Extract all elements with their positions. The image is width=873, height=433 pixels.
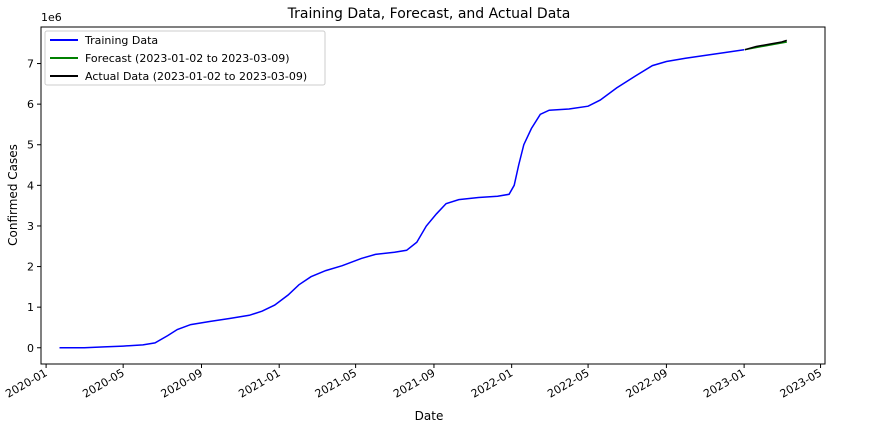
legend-label-0: Training Data (84, 34, 158, 47)
x-tick-label: 2022-01 (469, 366, 515, 400)
x-tick-label: 2022-09 (624, 366, 670, 400)
y-axis-label: Confirmed Cases (6, 144, 20, 246)
x-tick-label: 2023-05 (778, 366, 824, 400)
y-tick-label: 7 (27, 58, 34, 71)
series-layer (59, 39, 788, 349)
legend: Training Data Forecast (2023-01-02 to 202… (44, 30, 326, 86)
y-tick-label: 6 (27, 98, 34, 111)
legend-label-2: Actual Data (2023-01-02 to 2023-03-09) (85, 70, 307, 83)
y-axis-offset-label: 1e6 (41, 11, 62, 24)
series-line-2 (744, 39, 788, 51)
legend-label-1: Forecast (2023-01-02 to 2023-03-09) (85, 52, 290, 65)
x-tick-label: 2023-01 (701, 366, 747, 400)
y-axis-ticks: 0 1 2 3 4 5 6 7 (27, 58, 41, 355)
x-tick-label: 2020-01 (3, 366, 49, 400)
x-tick-label: 2020-09 (159, 366, 205, 400)
plot-frame (40, 26, 826, 365)
y-tick-label: 1 (27, 301, 34, 314)
x-tick-label: 2021-05 (313, 366, 359, 400)
chart-title: Training Data, Forecast, and Actual Data (287, 6, 571, 22)
y-tick-label: 3 (27, 220, 34, 233)
x-tick-label: 2021-01 (236, 366, 282, 400)
series-line-0 (59, 48, 745, 349)
y-tick-label: 4 (27, 179, 34, 192)
x-axis-label: Date (415, 409, 444, 423)
y-tick-label: 5 (27, 139, 34, 152)
x-tick-label: 2022-05 (545, 366, 591, 400)
x-axis-ticks: 2020-01 2020-05 2020-09 2021-01 2021-05 2021-… (3, 364, 824, 401)
x-tick-label: 2020-05 (80, 366, 126, 400)
x-tick-label: 2021-09 (391, 366, 437, 400)
legend-box (44, 30, 326, 86)
y-tick-label: 0 (27, 342, 34, 355)
y-tick-label: 2 (27, 261, 34, 274)
